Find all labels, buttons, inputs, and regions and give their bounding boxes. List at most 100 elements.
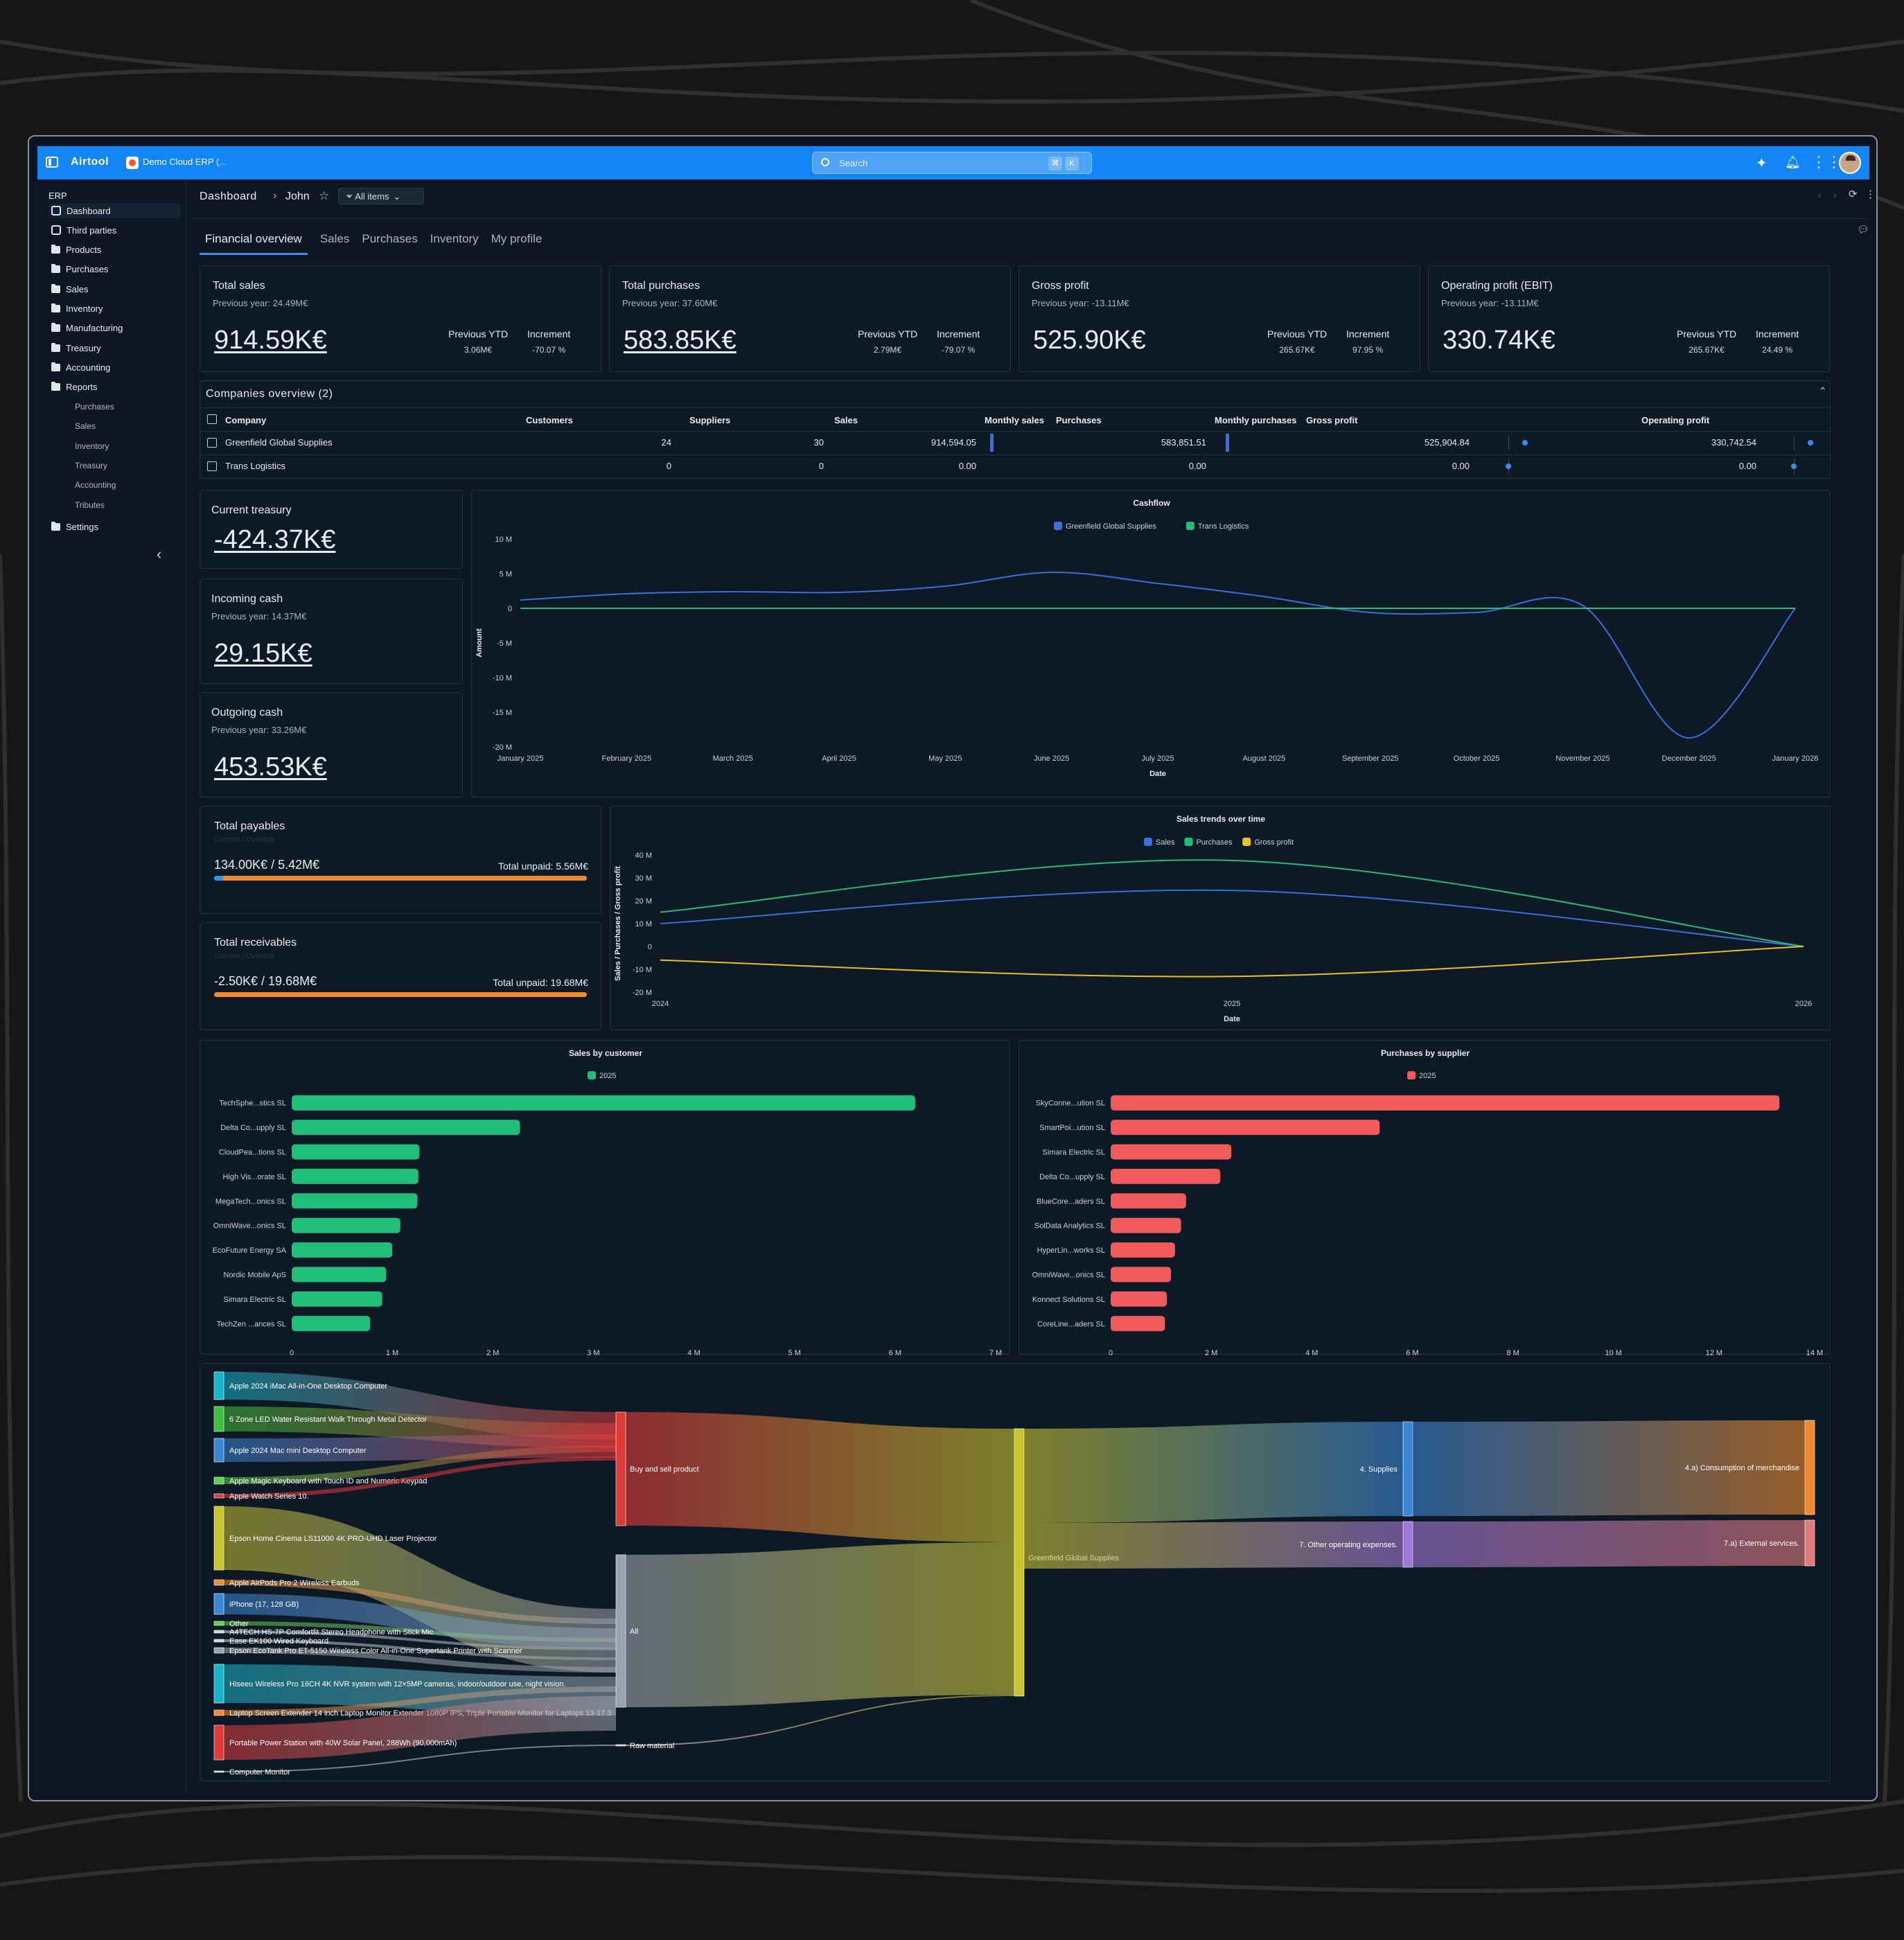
outgoing-cash-value[interactable]: 453.53K€ — [214, 752, 327, 782]
bar[interactable] — [292, 1267, 387, 1282]
column-header[interactable]: Monthly sales — [985, 415, 1044, 425]
sidebar-item-purchases[interactable]: Purchases — [49, 262, 180, 277]
sankey-link[interactable] — [224, 1630, 616, 1650]
sankey-node[interactable] — [213, 1438, 224, 1463]
bar[interactable] — [292, 1120, 520, 1136]
legend-swatch[interactable] — [1144, 838, 1152, 846]
series-line-greenfield-global-supplies[interactable] — [520, 571, 1796, 739]
sankey-link[interactable] — [626, 1542, 1014, 1707]
sankey-link[interactable] — [1413, 1520, 1805, 1567]
collapse-icon[interactable]: ⌃ — [1819, 385, 1827, 396]
sankey-node[interactable] — [213, 1664, 224, 1704]
column-header[interactable]: Monthly purchases — [1215, 415, 1297, 425]
collapse-sidebar-icon[interactable]: ‹ — [157, 545, 162, 563]
series-line-sales[interactable] — [660, 889, 1804, 947]
sankey-link[interactable] — [626, 1695, 1014, 1746]
sidebar-item-reports[interactable]: Reports — [49, 380, 180, 395]
sankey-node[interactable] — [213, 1709, 224, 1716]
kpi-value[interactable]: 583.85K€ — [624, 326, 737, 355]
legend-swatch[interactable] — [1185, 522, 1195, 530]
tab-my-profile[interactable]: My profile — [491, 232, 543, 245]
sankey-link[interactable] — [224, 1445, 616, 1484]
table-row[interactable]: Trans Logistics 0 0 0.00 0.00 0.00 0.00 — [200, 455, 1831, 478]
nav-back-icon[interactable]: ‹ — [1818, 189, 1822, 200]
sidebar-item-dashboard[interactable]: Dashboard — [49, 203, 180, 218]
sidebar-item-manufacturing[interactable]: Manufacturing — [49, 321, 180, 336]
sankey-node[interactable] — [213, 1493, 224, 1499]
tab-financial-overview[interactable]: Financial overview — [200, 232, 308, 255]
bar[interactable] — [292, 1193, 418, 1209]
bar[interactable] — [1111, 1316, 1165, 1332]
sidebar-item-third-parties[interactable]: Third parties — [49, 222, 180, 238]
sidebar-item-accounting[interactable]: Accounting — [49, 360, 180, 375]
sankey-node[interactable] — [213, 1371, 224, 1400]
bar[interactable] — [1111, 1242, 1175, 1258]
sankey-node[interactable] — [213, 1630, 224, 1634]
sankey-node[interactable] — [213, 1647, 224, 1654]
sankey-link[interactable] — [1024, 1522, 1403, 1569]
sankey-link[interactable] — [224, 1639, 616, 1660]
column-header[interactable]: Customers — [526, 415, 573, 425]
sankey-link[interactable] — [224, 1456, 616, 1498]
refresh-icon[interactable]: ⟳ — [1849, 188, 1858, 200]
column-header[interactable]: Operating profit — [1641, 415, 1710, 425]
sankey-node[interactable] — [213, 1639, 224, 1643]
bar[interactable] — [1111, 1095, 1780, 1111]
bar[interactable] — [1111, 1144, 1232, 1160]
more-icon[interactable]: ⋮ — [1865, 188, 1876, 200]
sidebar-subitem-tributes[interactable]: Tributes — [72, 497, 176, 513]
column-header[interactable]: Gross profit — [1306, 415, 1358, 425]
sankey-node[interactable] — [1402, 1421, 1413, 1517]
bar[interactable] — [292, 1217, 400, 1233]
sankey-link[interactable] — [224, 1745, 616, 1772]
sankey-link[interactable] — [1024, 1422, 1403, 1523]
comment-icon[interactable]: 💬︎ — [1857, 224, 1869, 235]
incoming-cash-value[interactable]: 29.15K€ — [214, 639, 312, 668]
column-header[interactable]: Sales — [834, 415, 858, 425]
breadcrumb-current[interactable]: John — [285, 191, 310, 202]
row-checkbox[interactable] — [207, 461, 217, 471]
sankey-link[interactable] — [224, 1621, 616, 1642]
bar[interactable] — [292, 1095, 915, 1111]
avatar[interactable] — [1839, 152, 1861, 174]
sidebar-item-treasury[interactable]: Treasury — [49, 340, 180, 355]
series-line-purchases[interactable] — [660, 859, 1804, 947]
filter-dropdown[interactable]: ⏷ All items ⌄ — [338, 188, 424, 204]
star-icon[interactable]: ☆ — [319, 189, 330, 202]
column-header[interactable]: Company — [225, 415, 267, 425]
search-input[interactable]: Search ⌘ K — [812, 152, 1092, 174]
bar[interactable] — [1111, 1217, 1181, 1233]
ai-sparkle-icon[interactable]: ✦ — [1756, 156, 1768, 171]
bar[interactable] — [292, 1291, 382, 1307]
sankey-node[interactable] — [615, 1411, 626, 1526]
nav-forward-icon[interactable]: › — [1833, 189, 1837, 200]
legend-swatch[interactable] — [1407, 1071, 1416, 1079]
bar[interactable] — [1111, 1120, 1380, 1136]
app-name[interactable]: Airtool — [71, 156, 109, 168]
column-header[interactable]: Purchases — [1056, 415, 1102, 425]
row-checkbox[interactable] — [207, 438, 217, 448]
sidebar-item-inventory[interactable]: Inventory — [49, 301, 180, 317]
sidebar-item-settings[interactable]: Settings — [49, 519, 180, 534]
bar[interactable] — [292, 1242, 393, 1258]
bar[interactable] — [1111, 1267, 1172, 1282]
sankey-link[interactable] — [1413, 1420, 1805, 1516]
sankey-node[interactable] — [213, 1770, 224, 1773]
sankey-link[interactable] — [224, 1648, 616, 1673]
sankey-node[interactable] — [1402, 1521, 1413, 1568]
sidebar-subitem-purchases[interactable]: Purchases — [72, 399, 176, 414]
sankey-node[interactable] — [213, 1506, 224, 1571]
sankey-node[interactable] — [1804, 1519, 1815, 1567]
column-header[interactable]: Suppliers — [689, 415, 731, 425]
table-row[interactable]: Greenfield Global Supplies 24 30 914,594.05… — [200, 431, 1831, 455]
sidebar-toggle-icon[interactable] — [46, 157, 58, 168]
bar[interactable] — [1111, 1193, 1186, 1209]
sankey-node[interactable] — [213, 1406, 224, 1432]
bar[interactable] — [1111, 1168, 1221, 1184]
sankey-node[interactable] — [615, 1554, 626, 1708]
sankey-node[interactable] — [213, 1725, 224, 1761]
tab-purchases[interactable]: Purchases — [362, 232, 418, 245]
sankey-link[interactable] — [224, 1580, 616, 1624]
sankey-link[interactable] — [626, 1412, 1014, 1542]
current-treasury-value[interactable]: -424.37K€ — [214, 525, 336, 554]
